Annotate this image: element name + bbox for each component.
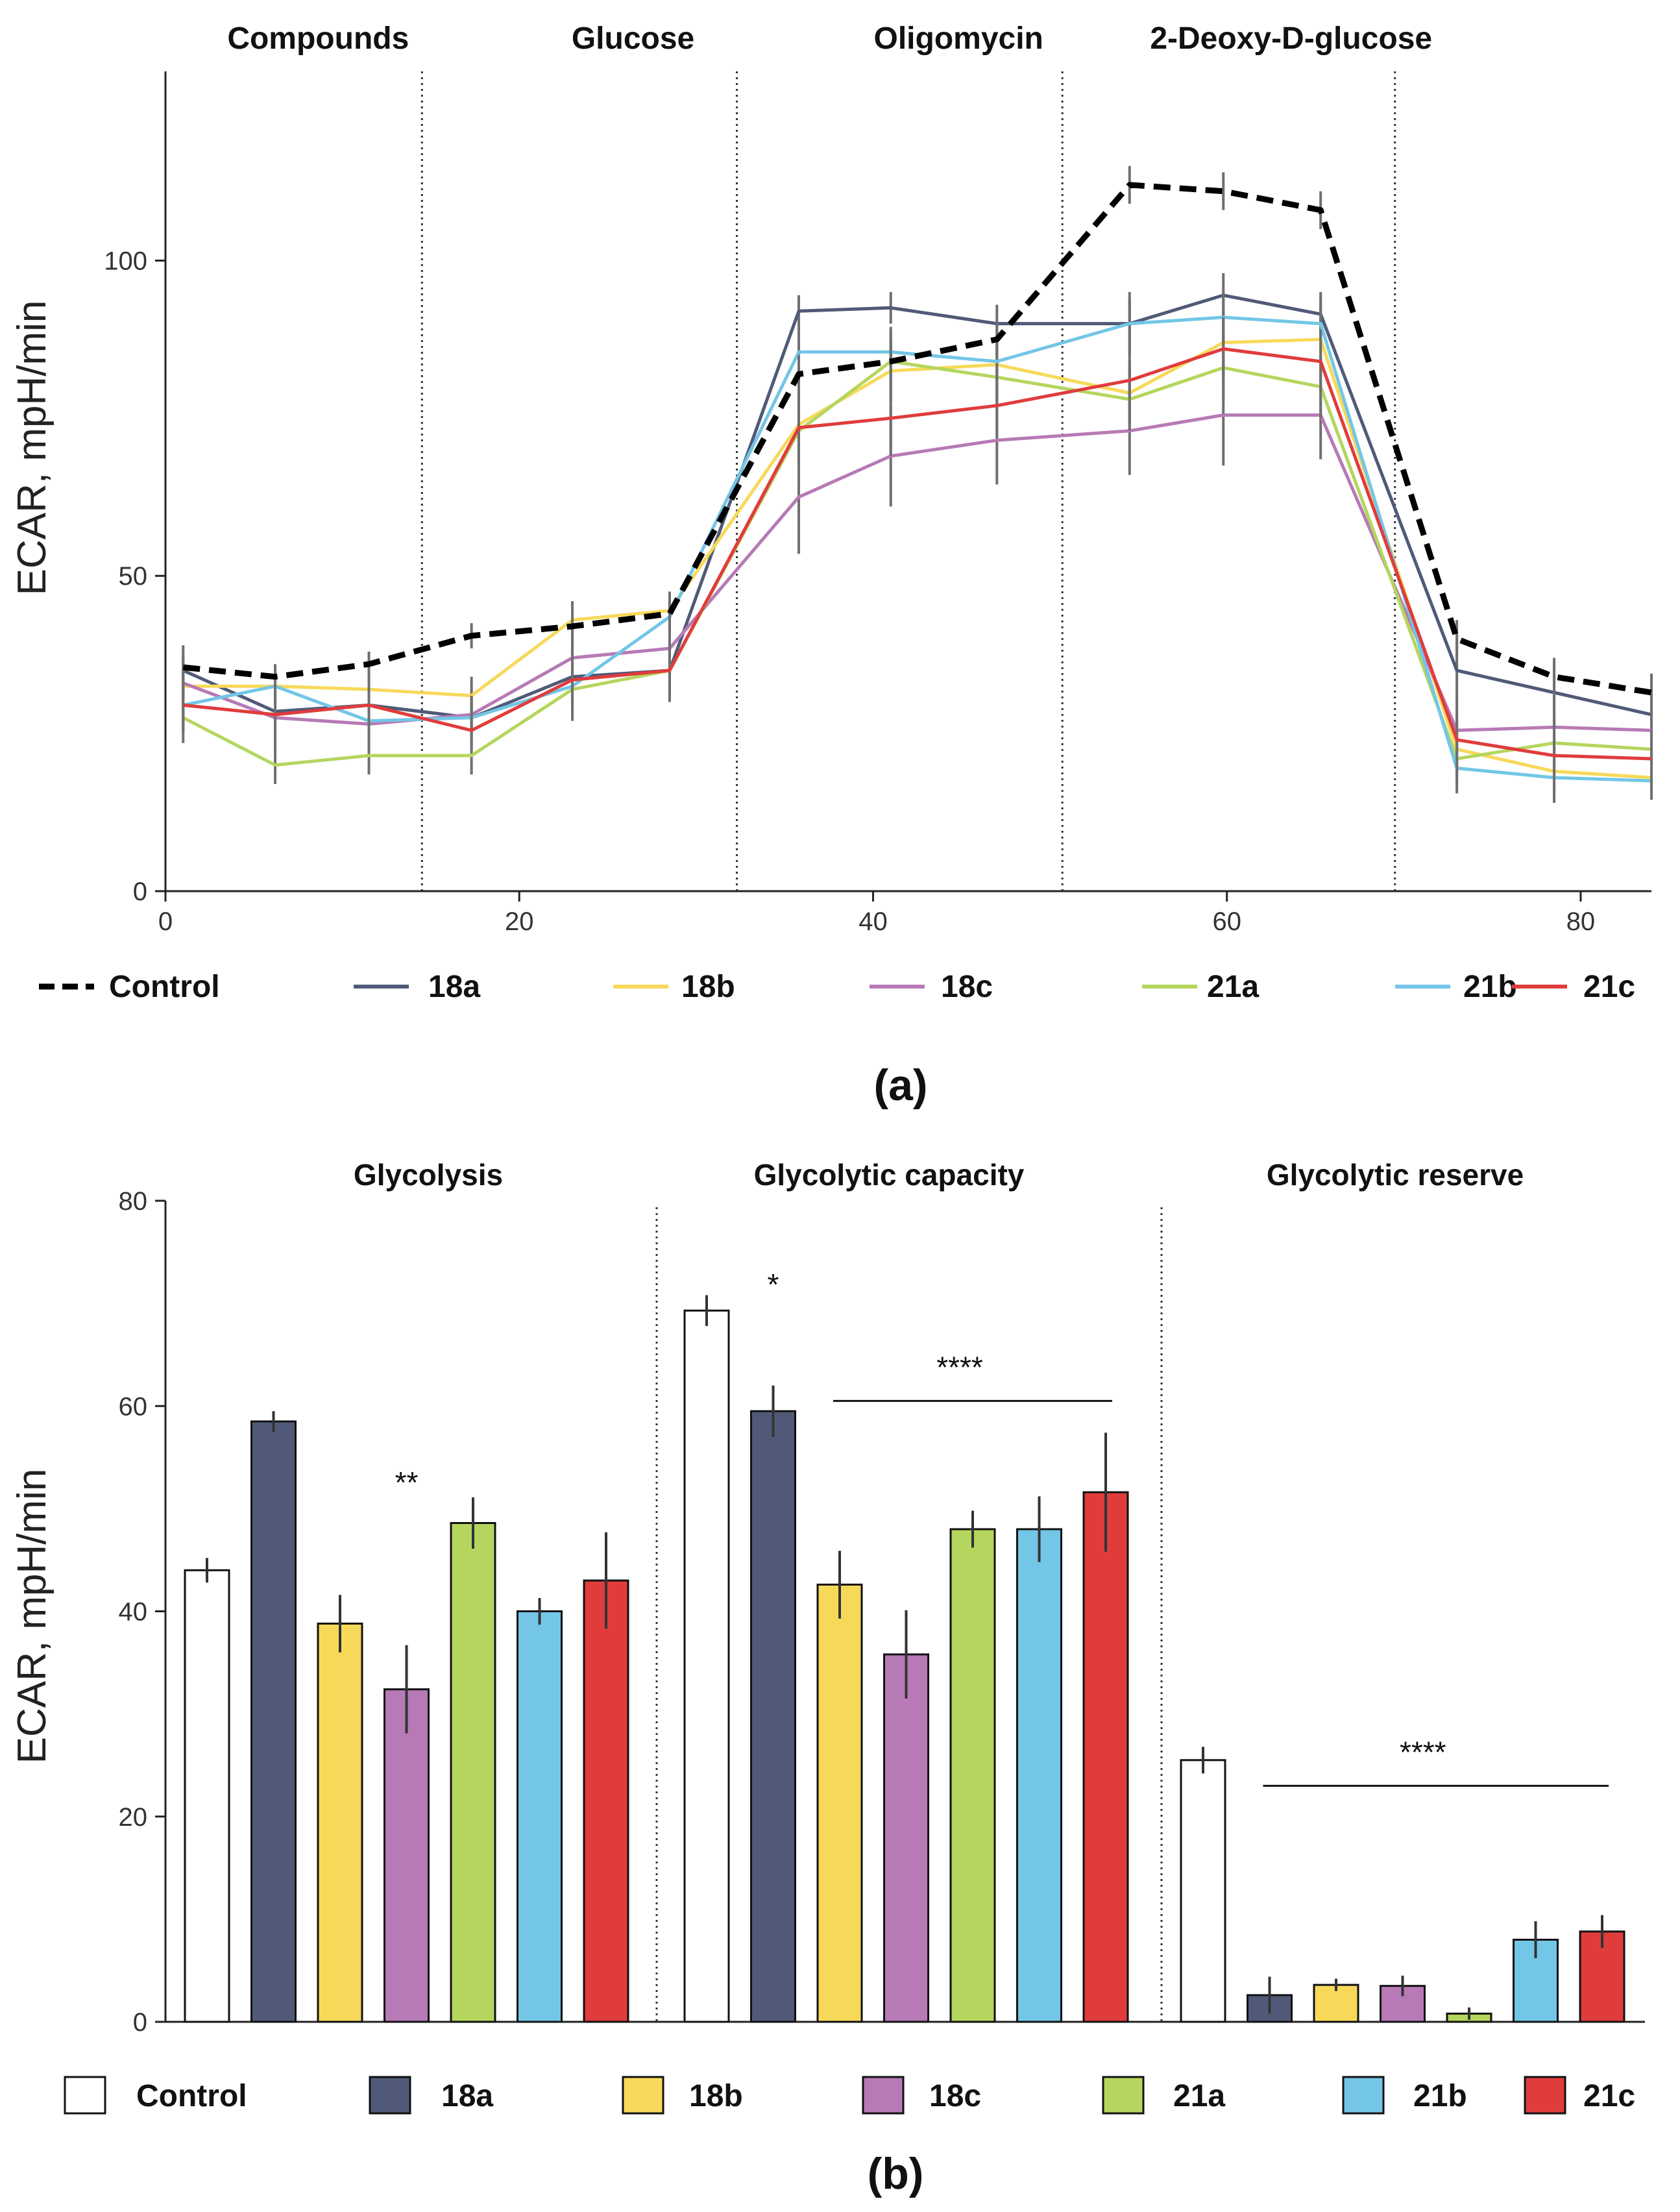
injection-label: Glucose <box>572 21 694 56</box>
panel-a-axes: 0 50 100 0 20 40 60 80 <box>104 71 1651 936</box>
group-label: Glycolytic reserve <box>1267 1158 1524 1192</box>
injection-markers: Compounds Glucose Oligomycin 2-Deoxy-D-gluc… <box>227 21 1432 891</box>
injection-label: 2-Deoxy-D-glucose <box>1150 21 1432 56</box>
x-tick-label: 80 <box>1566 907 1596 936</box>
y-tick-label: 0 <box>133 878 147 906</box>
y-tick-label: 40 <box>119 1598 148 1627</box>
legend-label: 21a <box>1207 970 1259 1004</box>
bar-18a <box>250 1420 297 2023</box>
panel-a-line-chart: ECAR, mpH/min Compounds Glucose Oligomycin… <box>10 21 1653 1110</box>
injection-label: Oligomycin <box>873 21 1043 56</box>
legend-swatch-21c <box>1524 2076 1566 2115</box>
bar-21b <box>1016 1528 1062 2023</box>
y-tick-label: 0 <box>133 2008 147 2037</box>
legend-swatch-18b <box>622 2076 664 2115</box>
bar-Control <box>184 1569 230 2023</box>
group-label: Glycolysis <box>354 1158 503 1192</box>
legend-item-18c: 18c <box>862 2076 981 2115</box>
bar-18c <box>883 1653 929 2023</box>
legend-label: 18a <box>428 970 480 1004</box>
legend-item-Control: Control <box>64 2076 247 2115</box>
panel-b-ylabel: ECAR, mpH/min <box>10 1469 55 1764</box>
series-line-Control <box>182 182 1652 696</box>
x-tick-label: 20 <box>505 907 534 936</box>
bar-group-0: Glycolysis ** <box>184 1158 629 2023</box>
legend-swatch-18a <box>369 2076 411 2115</box>
legend-item-18c: 18c <box>870 970 993 1004</box>
legend-label: 18b <box>689 2079 743 2113</box>
bar-18b <box>317 1622 363 2023</box>
legend-item-21c: 21c <box>1524 2076 1635 2115</box>
x-tick-label: 40 <box>858 907 888 936</box>
significance-label: * <box>768 1268 779 1301</box>
bar-18b <box>816 1583 863 2023</box>
legend-item-Control: Control <box>39 970 220 1004</box>
injection-label: Compounds <box>227 21 409 56</box>
legend-swatch-Control <box>64 2076 106 2115</box>
legend-label: 18c <box>929 2079 981 2113</box>
bar-group-1: Glycolytic capacity***** <box>683 1158 1129 2023</box>
legend-item-21a: 21a <box>1102 2076 1225 2115</box>
legend-label: Control <box>109 970 220 1004</box>
legend-label: 21c <box>1583 970 1635 1004</box>
legend-label: 18c <box>941 970 993 1004</box>
panel-a-ylabel: ECAR, mpH/min <box>10 301 55 596</box>
series-line-21a <box>182 360 1652 767</box>
series-Control <box>182 166 1653 712</box>
panel-b-bars: Glycolysis**Glycolytic capacity*****Glyc… <box>184 1158 1625 2023</box>
y-tick-label: 20 <box>119 1803 148 1832</box>
panel-a-legend: Control 18a 18b 18c 21a 21b 21c <box>39 970 1635 1004</box>
legend-item-18b: 18b <box>613 970 735 1004</box>
legend-label: 21b <box>1413 2079 1467 2113</box>
bar-18a <box>750 1410 796 2023</box>
panel-a-label: (a) <box>873 1061 927 1110</box>
y-tick-label: 80 <box>119 1187 148 1216</box>
panel-a-series <box>182 166 1653 803</box>
bar-Control <box>1180 1759 1226 2023</box>
bar-21c <box>583 1579 629 2023</box>
legend-item-21b: 21b <box>1395 970 1517 1004</box>
panel-b-label: (b) <box>868 2149 924 2198</box>
legend-label: 18b <box>681 970 735 1004</box>
bar-21b <box>517 1610 563 2023</box>
series-21c <box>182 317 1653 787</box>
legend-label: 21b <box>1463 970 1517 1004</box>
legend-item-21c: 21c <box>1512 970 1635 1004</box>
bar-21a <box>450 1522 496 2023</box>
legend-label: 21a <box>1173 2079 1225 2113</box>
y-tick-label: 100 <box>104 247 147 275</box>
x-tick-label: 0 <box>158 907 173 936</box>
panel-b-legend: Control 18a 18b 18c 21a 21b 21c <box>64 2076 1635 2115</box>
legend-label: 18a <box>441 2079 493 2113</box>
significance-label: **** <box>936 1350 983 1384</box>
bar-group-2: Glycolytic reserve **** <box>1180 1158 1625 2023</box>
bar-18c <box>383 1688 430 2023</box>
significance-label: ** <box>395 1466 419 1499</box>
legend-item-18a: 18a <box>369 2076 493 2115</box>
y-tick-label: 50 <box>119 562 148 591</box>
bar-21a <box>949 1528 996 2023</box>
series-18c <box>182 364 1653 762</box>
group-label: Glycolytic capacity <box>754 1158 1025 1192</box>
legend-swatch-18c <box>862 2076 905 2115</box>
legend-item-21a: 21a <box>1142 970 1259 1004</box>
legend-swatch-21b <box>1342 2076 1385 2115</box>
legend-label: 21c <box>1583 2079 1635 2113</box>
bar-21c <box>1082 1491 1129 2023</box>
significance-label: **** <box>1400 1735 1446 1769</box>
legend-item-18a: 18a <box>354 970 480 1004</box>
x-tick-label: 60 <box>1212 907 1241 936</box>
legend-label: Control <box>136 2079 247 2113</box>
y-tick-label: 60 <box>119 1392 148 1421</box>
legend-item-18b: 18b <box>622 2076 743 2115</box>
legend-swatch-21a <box>1102 2076 1145 2115</box>
legend-item-21b: 21b <box>1342 2076 1467 2115</box>
bar-Control <box>683 1309 730 2023</box>
